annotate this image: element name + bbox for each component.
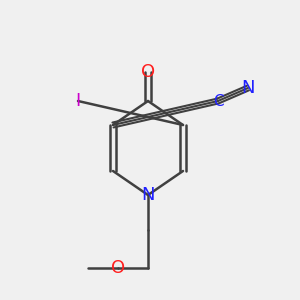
Text: C: C [213,94,223,109]
Text: I: I [75,92,81,110]
Text: O: O [141,63,155,81]
Text: N: N [241,79,255,97]
Text: N: N [141,186,155,204]
Text: O: O [111,259,125,277]
